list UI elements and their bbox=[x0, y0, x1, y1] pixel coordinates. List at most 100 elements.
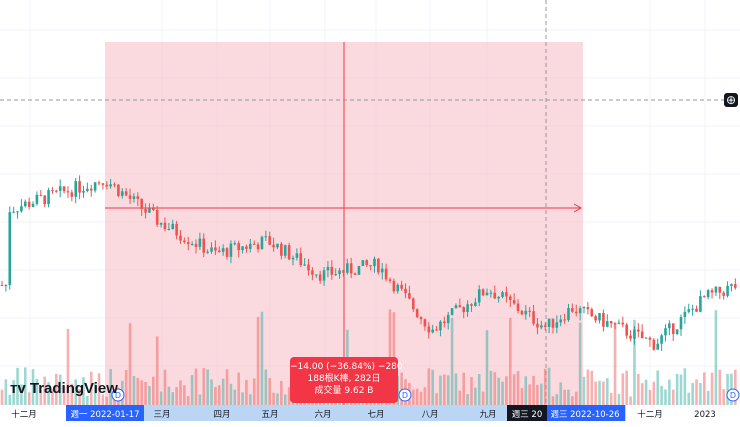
volume-bar bbox=[679, 374, 683, 405]
volume-bar bbox=[695, 379, 698, 405]
candle-body bbox=[508, 296, 512, 301]
volume-bar bbox=[82, 377, 85, 405]
candle-body bbox=[699, 296, 702, 312]
candle-body bbox=[179, 235, 182, 241]
candle-body bbox=[229, 243, 233, 257]
volume-bar bbox=[586, 369, 590, 405]
candle-body bbox=[31, 203, 35, 207]
volume-bar bbox=[578, 322, 582, 405]
measure-change: −14.00 (−36.84%) −280 bbox=[290, 362, 403, 372]
candle-body bbox=[644, 337, 648, 339]
candle-body bbox=[361, 260, 365, 266]
candle-body bbox=[532, 311, 535, 324]
volume-bar bbox=[400, 372, 403, 405]
volume-bar bbox=[152, 376, 155, 405]
candle-body bbox=[489, 292, 493, 294]
volume-bar bbox=[155, 336, 159, 405]
candle-body bbox=[633, 329, 636, 339]
candle-body bbox=[241, 246, 244, 251]
candle-body bbox=[58, 186, 62, 191]
volume-bar bbox=[648, 389, 652, 405]
candle-body bbox=[43, 195, 46, 205]
candle-body bbox=[485, 292, 489, 296]
measure-volume: 成交量 9.62 B bbox=[314, 386, 374, 396]
candle-body bbox=[605, 321, 609, 327]
candle-body bbox=[245, 246, 248, 249]
candle-body bbox=[536, 323, 539, 328]
candle-body bbox=[159, 222, 163, 225]
candle-body bbox=[431, 329, 434, 333]
volume-bar bbox=[51, 389, 54, 405]
volume-bar bbox=[0, 389, 4, 405]
volume-bar bbox=[252, 378, 256, 405]
volume-bar bbox=[617, 393, 621, 405]
volume-bar bbox=[644, 379, 648, 405]
candle-body bbox=[497, 296, 500, 299]
candle-body bbox=[74, 181, 78, 197]
candle-body bbox=[660, 335, 663, 344]
volume-bar bbox=[702, 372, 706, 405]
volume-bar bbox=[462, 372, 466, 405]
volume-bar bbox=[602, 381, 605, 405]
volume-bar bbox=[12, 380, 15, 405]
candle-body bbox=[23, 201, 27, 207]
candle-body bbox=[392, 280, 396, 292]
measure-bars: 188根K棒, 282日 bbox=[307, 374, 381, 384]
volume-bar bbox=[466, 394, 469, 405]
volume-bar bbox=[656, 370, 660, 405]
volume-bar bbox=[524, 376, 528, 405]
volume-bar bbox=[477, 374, 481, 405]
candle-body bbox=[214, 247, 217, 251]
candle-body bbox=[640, 331, 644, 339]
volume-bar bbox=[175, 387, 178, 405]
x-axis-tick-label: 六月 bbox=[314, 409, 331, 420]
candle-body bbox=[47, 190, 50, 205]
candle-body bbox=[260, 236, 264, 250]
candle-body bbox=[423, 319, 427, 327]
candle-body bbox=[377, 258, 380, 273]
volume-bar bbox=[668, 379, 671, 405]
volume-bar bbox=[501, 381, 504, 405]
volume-bar bbox=[671, 389, 675, 405]
volume-bar bbox=[508, 317, 512, 405]
candle-body bbox=[668, 323, 671, 329]
candle-body bbox=[120, 191, 124, 196]
volume-bar bbox=[415, 388, 419, 405]
volume-bar bbox=[629, 396, 632, 405]
candle-body bbox=[524, 310, 528, 315]
volume-bar bbox=[210, 379, 213, 405]
candle-body bbox=[551, 318, 555, 328]
candle-body bbox=[516, 303, 520, 311]
volume-bar bbox=[439, 375, 442, 405]
candle-body bbox=[330, 266, 334, 275]
candle-body bbox=[311, 270, 314, 275]
candle-body bbox=[221, 248, 225, 252]
candle-body bbox=[365, 260, 369, 266]
event-marker-icon bbox=[398, 388, 412, 402]
volume-bar bbox=[283, 394, 287, 405]
add-crosshair-icon[interactable]: ⊕ bbox=[724, 93, 738, 107]
volume-bar bbox=[16, 367, 19, 405]
volume-bar bbox=[640, 383, 644, 405]
volume-bar bbox=[179, 380, 182, 405]
volume-bar bbox=[132, 375, 136, 405]
volume-bar bbox=[493, 372, 497, 405]
candle-body bbox=[714, 286, 718, 293]
volume-bar bbox=[221, 378, 225, 405]
event-marker-icon bbox=[726, 388, 740, 402]
measure-arrowhead bbox=[573, 203, 583, 213]
volume-bar bbox=[190, 375, 194, 405]
volume-bar bbox=[419, 391, 423, 405]
candle-body bbox=[734, 284, 737, 288]
candle-body bbox=[132, 196, 136, 199]
volume-bar bbox=[8, 394, 12, 405]
candle-body bbox=[55, 190, 58, 192]
volume-bar bbox=[148, 385, 151, 405]
candle-body bbox=[408, 293, 411, 299]
candle-body bbox=[322, 270, 326, 281]
candle-body bbox=[730, 284, 733, 286]
volume-bar bbox=[485, 330, 489, 405]
volume-bar bbox=[691, 383, 694, 405]
